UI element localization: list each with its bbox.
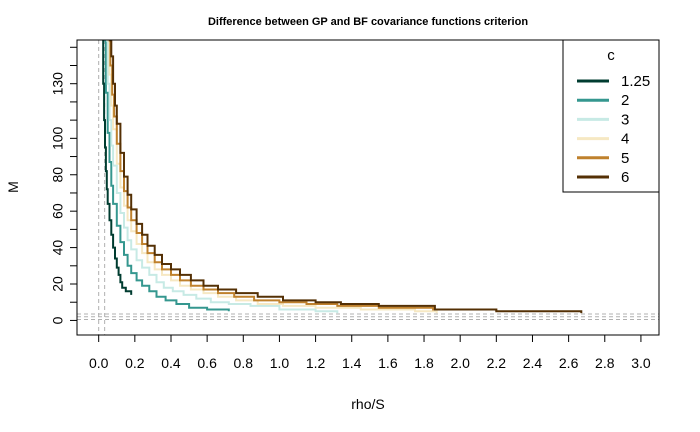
legend-title: c: [607, 47, 615, 64]
x-tick-label-14: 2.8: [595, 355, 615, 371]
x-tick-label-12: 2.4: [523, 355, 543, 371]
legend-label-1: 2: [621, 92, 629, 109]
chart-title: Difference between GP and BF covariance …: [208, 16, 528, 28]
legend-label-2: 3: [621, 111, 629, 128]
x-tick-label-10: 2.0: [450, 355, 470, 371]
y-axis: 0 20 40 60 80 100 130: [50, 46, 77, 324]
x-tick-label-6: 1.2: [306, 355, 326, 371]
x-tick-label-3: 0.6: [197, 355, 217, 371]
y-axis-title: M: [5, 181, 21, 193]
x-axis: 0.0 0.2 0.4 0.6 0.8 1.0 1.2 1.4 1.6 1.8 2.0 2.2 2.4 2…: [89, 335, 651, 371]
x-tick-label-15: 3.0: [631, 355, 651, 371]
x-tick-label-1: 0.2: [125, 355, 145, 371]
y-tick-label-6: 130: [50, 72, 66, 96]
x-axis-title: rho/S: [351, 396, 384, 412]
x-tick-label-7: 1.4: [342, 355, 362, 371]
legend-label-5: 6: [621, 169, 629, 186]
series-line-5: [109, 39, 583, 314]
legend-label-0: 1.25: [621, 73, 650, 90]
y-tick-label-0: 0: [50, 316, 66, 324]
series-line-1: [104, 39, 230, 312]
y-tick-label-4: 80: [50, 167, 66, 183]
x-tick-label-11: 2.2: [487, 355, 507, 371]
series-layer: [102, 39, 583, 314]
y-tick-label-3: 60: [50, 203, 66, 219]
x-tick-label-4: 0.8: [234, 355, 254, 371]
y-tick-label-2: 40: [50, 240, 66, 256]
x-tick-label-2: 0.4: [161, 355, 181, 371]
x-tick-label-8: 1.6: [378, 355, 398, 371]
legend-entries: 1.25 2 3 4 5 6: [577, 73, 650, 186]
legend-label-3: 4: [621, 131, 629, 148]
x-tick-label-9: 1.8: [414, 355, 434, 371]
series-line-2: [105, 39, 339, 314]
y-tick-label-1: 20: [50, 276, 66, 292]
y-tick-label-5: 100: [50, 126, 66, 150]
legend-label-4: 5: [621, 150, 629, 167]
series-line-0: [102, 39, 133, 295]
series-line-4: [108, 39, 498, 312]
legend-box: [562, 39, 660, 193]
x-tick-label-5: 1.0: [270, 355, 290, 371]
legend: c 1.25 2 3 4 5 6: [562, 39, 660, 193]
x-tick-label-13: 2.6: [559, 355, 579, 371]
x-tick-label-0: 0.0: [89, 355, 109, 371]
